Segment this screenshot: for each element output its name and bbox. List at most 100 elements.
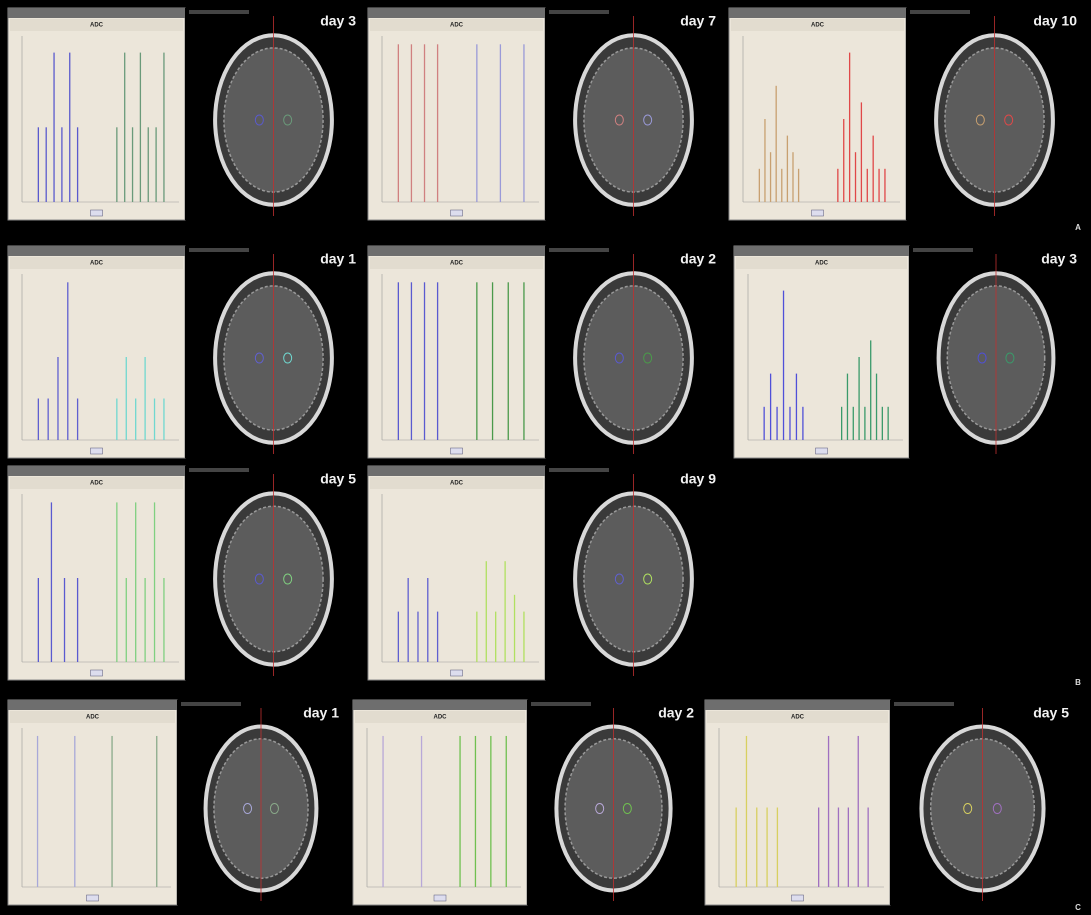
- toolbar: [791, 894, 804, 902]
- histogram-bar: [776, 807, 779, 887]
- roi: [622, 803, 632, 814]
- roi: [243, 803, 253, 814]
- histogram-bar: [459, 735, 461, 887]
- toolbar: [450, 209, 463, 217]
- roi: [975, 114, 985, 126]
- panel-letter: C: [1075, 903, 1081, 912]
- toolbar: [90, 209, 103, 217]
- day-label: day 2: [680, 251, 716, 267]
- window-header: [353, 700, 527, 710]
- mri-header: [894, 702, 954, 706]
- histogram-bar: [843, 119, 845, 202]
- title-strip: [707, 711, 888, 723]
- window-header: [368, 466, 545, 476]
- roi: [614, 573, 624, 585]
- histogram-bar: [163, 52, 165, 202]
- title-strip: [10, 477, 183, 489]
- histogram-bar: [786, 135, 789, 202]
- histogram-bar: [735, 807, 737, 887]
- day-label: day 7: [680, 13, 716, 29]
- roi: [269, 803, 279, 814]
- title-strip: [731, 19, 904, 31]
- title-strip: [10, 257, 183, 269]
- histogram-bar: [436, 611, 439, 662]
- histogram-bar: [491, 282, 494, 440]
- histogram-bar: [827, 735, 830, 887]
- title-strip: [736, 257, 907, 269]
- histogram-bar: [63, 578, 66, 662]
- roi: [643, 114, 653, 126]
- histogram-bar: [156, 735, 158, 887]
- window-header: [705, 700, 890, 710]
- histogram-bar: [504, 561, 506, 662]
- mri-header: [549, 468, 609, 472]
- panel: ADC day 2: [352, 699, 700, 906]
- toolbar: [90, 447, 103, 455]
- window-header: [8, 700, 177, 710]
- histogram-bar: [495, 611, 497, 662]
- mri-header: [913, 248, 973, 252]
- histogram-bar: [864, 406, 866, 440]
- histogram-bar: [116, 127, 118, 202]
- histogram-window: [7, 7, 186, 221]
- panel: ADC day 5: [7, 465, 362, 681]
- window-header: [8, 466, 185, 476]
- panel-letter: B: [1075, 678, 1081, 687]
- histogram-bar: [147, 127, 149, 202]
- histogram-bar: [818, 807, 820, 887]
- histogram-bar: [837, 807, 840, 887]
- histogram-bar: [792, 152, 794, 202]
- histogram-bar: [507, 282, 509, 440]
- mri-header: [189, 10, 249, 14]
- histogram-bar: [423, 282, 426, 440]
- toolbar: [450, 669, 463, 677]
- histogram-bar: [505, 735, 507, 887]
- histogram-bar: [47, 398, 49, 440]
- toolbar: [811, 209, 824, 217]
- mri-header: [910, 10, 970, 14]
- histogram-bar: [37, 127, 39, 202]
- histogram-title: ADC: [434, 715, 448, 721]
- window-header: [368, 8, 545, 18]
- histogram-bar: [76, 398, 79, 440]
- histogram-bar: [144, 578, 146, 662]
- histogram-bar: [131, 127, 134, 202]
- window-header: [8, 8, 185, 18]
- histogram-bar: [769, 373, 772, 440]
- histogram-bar: [135, 398, 137, 440]
- histogram-bar: [499, 44, 502, 202]
- histogram-bar: [848, 52, 851, 202]
- histogram-bar: [111, 735, 113, 887]
- histogram-bar: [163, 578, 165, 662]
- panel: ADC day 2: [367, 245, 722, 459]
- day-label: day 10: [1033, 13, 1077, 29]
- roi: [1005, 352, 1015, 364]
- histogram-bar: [523, 44, 525, 202]
- histogram-title: ADC: [450, 481, 464, 487]
- mri-header: [531, 702, 591, 706]
- histogram-bar: [782, 290, 785, 440]
- mri-header: [189, 468, 249, 472]
- histogram-bar: [476, 44, 478, 202]
- mri-header: [189, 248, 249, 252]
- histogram-bar: [382, 735, 384, 887]
- histogram-bar: [116, 502, 118, 662]
- day-label: day 9: [680, 471, 716, 487]
- histogram-bar: [745, 735, 748, 887]
- histogram-bar: [847, 807, 849, 887]
- histogram-bar: [802, 406, 804, 440]
- panel: ADC day 1: [7, 699, 345, 906]
- histogram-bar: [789, 406, 791, 440]
- histogram-bar: [872, 135, 874, 202]
- histogram-bar: [474, 735, 477, 887]
- roi: [977, 352, 987, 364]
- roi: [254, 573, 264, 585]
- panel: ADC day 7: [367, 7, 722, 221]
- histogram-bar: [397, 44, 399, 202]
- histogram-bar: [155, 127, 157, 202]
- histogram-window: [704, 699, 891, 906]
- mri-header: [181, 702, 241, 706]
- histogram-bar: [769, 152, 772, 202]
- histogram-title: ADC: [811, 23, 825, 29]
